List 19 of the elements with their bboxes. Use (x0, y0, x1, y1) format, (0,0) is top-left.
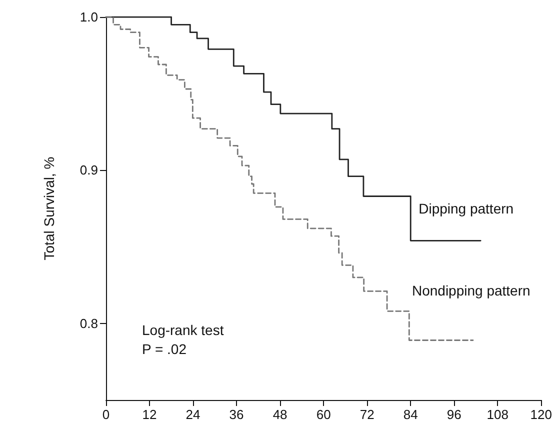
y-axis-title: Total Survival, % (41, 156, 57, 260)
x-tick-label: 48 (272, 407, 288, 422)
x-tick-label: 12 (142, 407, 157, 422)
x-tick-label: 0 (102, 407, 110, 422)
series-label: Dipping pattern (418, 200, 514, 217)
annotation: Log-rank test (142, 322, 224, 338)
y-tick-label: 0.8 (80, 316, 98, 331)
x-tick-label: 120 (530, 407, 552, 422)
x-tick-label: 60 (316, 407, 331, 422)
x-tick-label: 108 (486, 407, 508, 422)
x-tick-label: 84 (403, 407, 418, 422)
annotation: P = .02 (142, 341, 187, 357)
series-label: Nondipping pattern (412, 282, 530, 298)
x-tick-label: 24 (186, 407, 200, 422)
y-tick-label: 1.0 (80, 10, 98, 24)
x-tick-label: 96 (446, 407, 462, 422)
x-tick-label: 36 (229, 407, 244, 422)
x-tick-label: 72 (360, 407, 374, 422)
y-tick-label: 0.9 (80, 162, 98, 178)
